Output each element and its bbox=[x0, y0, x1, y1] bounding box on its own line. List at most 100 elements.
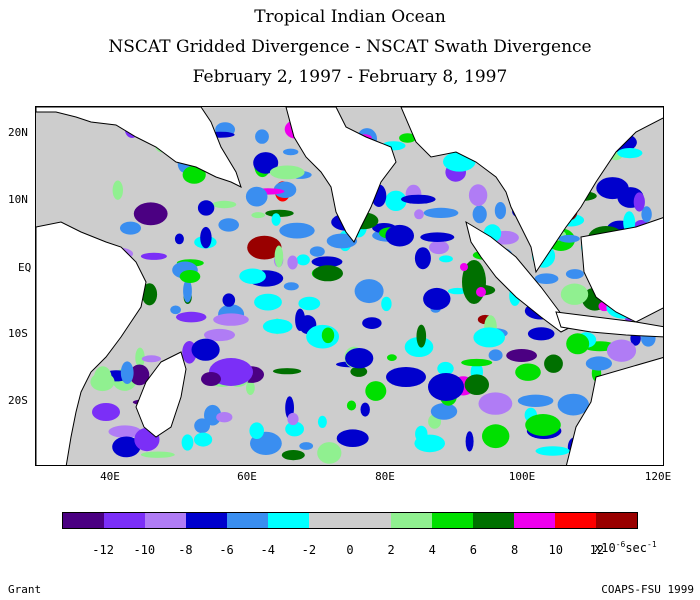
color-legend-tick: 6 bbox=[469, 543, 478, 557]
divergence-contour bbox=[141, 283, 158, 306]
divergence-contour bbox=[633, 192, 645, 212]
divergence-contour bbox=[346, 400, 357, 411]
divergence-contour bbox=[251, 212, 265, 219]
divergence-contour bbox=[254, 293, 282, 311]
divergence-contour bbox=[194, 418, 211, 434]
divergence-contour bbox=[558, 234, 580, 243]
color-swatch-7 bbox=[350, 513, 391, 528]
divergence-field bbox=[36, 107, 663, 465]
divergence-contour bbox=[560, 283, 589, 305]
divergence-contour bbox=[317, 442, 342, 464]
units-label: x10-6sec-1 bbox=[594, 540, 657, 555]
color-legend-tick: 12 bbox=[589, 543, 605, 557]
color-legend-tick: -10 bbox=[133, 543, 156, 557]
divergence-contour bbox=[298, 296, 321, 311]
color-legend-tick: -6 bbox=[219, 543, 234, 557]
divergence-contour bbox=[312, 265, 343, 282]
divergence-contour bbox=[461, 358, 493, 367]
divergence-contour bbox=[311, 256, 343, 268]
lat-label-10n: 10N bbox=[8, 193, 28, 206]
lon-label-80e: 80E bbox=[375, 470, 395, 483]
divergence-contour bbox=[129, 364, 150, 386]
color-legend-tick: 0 bbox=[346, 543, 354, 557]
divergence-contour bbox=[385, 224, 415, 247]
land-mass bbox=[565, 357, 663, 465]
divergence-contour bbox=[283, 148, 299, 156]
color-swatch-3 bbox=[186, 513, 227, 528]
author-credit: Grant bbox=[8, 583, 42, 596]
divergence-contour bbox=[112, 436, 141, 458]
divergence-contour bbox=[385, 190, 407, 211]
divergence-contour bbox=[494, 202, 506, 220]
divergence-contour bbox=[428, 373, 464, 401]
divergence-contour bbox=[170, 305, 182, 315]
divergence-contour bbox=[404, 337, 434, 357]
divergence-contour bbox=[641, 206, 652, 223]
divergence-contour bbox=[506, 349, 537, 362]
divergence-contour bbox=[120, 221, 141, 235]
divergence-contour bbox=[176, 311, 207, 323]
divergence-contour bbox=[112, 180, 124, 200]
divergence-contour bbox=[140, 252, 167, 260]
divergence-contour bbox=[415, 425, 428, 443]
lon-label-40e: 40E bbox=[100, 470, 120, 483]
divergence-contour bbox=[517, 394, 554, 407]
divergence-contour bbox=[273, 181, 297, 198]
land-mass bbox=[465, 220, 572, 333]
divergence-contour bbox=[401, 194, 436, 204]
map-plot-area bbox=[35, 106, 664, 466]
divergence-contour bbox=[274, 245, 284, 268]
divergence-contour bbox=[212, 200, 237, 209]
divergence-contour bbox=[269, 165, 305, 180]
color-legend-tick: -12 bbox=[92, 543, 114, 557]
divergence-contour bbox=[213, 313, 249, 326]
divergence-contour bbox=[182, 165, 206, 184]
divergence-contour bbox=[482, 424, 510, 449]
color-swatch-0 bbox=[63, 513, 104, 528]
divergence-contour bbox=[262, 319, 293, 334]
map-subtitle: NSCAT Gridded Divergence - NSCAT Swath D… bbox=[108, 37, 592, 57]
divergence-contour bbox=[447, 287, 468, 295]
divergence-contour bbox=[465, 431, 474, 452]
divergence-contour bbox=[249, 422, 264, 440]
color-legend-tick: 10 bbox=[548, 543, 563, 557]
color-legend-tick: -8 bbox=[178, 543, 193, 557]
color-swatch-12 bbox=[555, 513, 596, 528]
divergence-contour bbox=[534, 273, 559, 284]
divergence-contour bbox=[201, 372, 221, 386]
divergence-contour bbox=[386, 367, 426, 387]
color-legend-tick: -2 bbox=[301, 543, 317, 557]
lon-label-100e: 100E bbox=[508, 470, 536, 483]
color-swatch-1 bbox=[104, 513, 145, 528]
divergence-contour bbox=[222, 293, 236, 307]
divergence-contour bbox=[174, 233, 184, 245]
divergence-contour bbox=[295, 308, 306, 331]
divergence-contour bbox=[265, 209, 294, 217]
color-legend-tick: 2 bbox=[387, 543, 395, 557]
color-swatch-6 bbox=[309, 513, 350, 528]
divergence-contour bbox=[279, 222, 315, 239]
divergence-contour bbox=[544, 354, 563, 373]
divergence-contour bbox=[535, 446, 570, 456]
divergence-contour bbox=[414, 247, 431, 270]
divergence-contour bbox=[345, 348, 374, 369]
divergence-contour bbox=[204, 404, 222, 426]
divergence-contour bbox=[299, 442, 314, 450]
divergence-contour bbox=[515, 363, 541, 381]
divergence-contour bbox=[350, 366, 368, 377]
color-swatch-4 bbox=[227, 513, 268, 528]
color-swatch-8 bbox=[391, 513, 432, 528]
divergence-contour bbox=[181, 434, 194, 451]
divergence-contour bbox=[478, 392, 513, 415]
color-legend-tick: 8 bbox=[510, 543, 519, 557]
source-credit: COAPS-FSU 1999 bbox=[601, 583, 694, 596]
divergence-contour bbox=[423, 287, 451, 310]
land-mass bbox=[555, 311, 663, 338]
divergence-contour bbox=[565, 269, 584, 279]
color-swatch-11 bbox=[514, 513, 555, 528]
divergence-contour bbox=[287, 412, 299, 426]
divergence-contour bbox=[140, 451, 175, 458]
divergence-contour bbox=[423, 207, 459, 218]
divergence-contour bbox=[414, 209, 424, 220]
divergence-contour bbox=[194, 432, 213, 447]
